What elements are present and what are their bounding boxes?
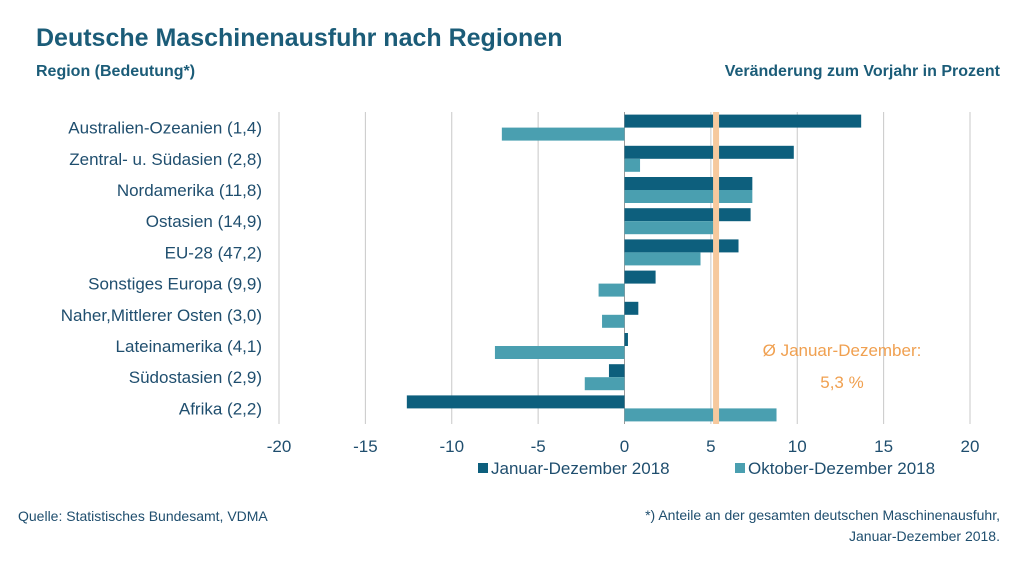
bar: [624, 408, 777, 422]
average-label-line-2: 5,3 %: [820, 373, 863, 392]
x-tick-label: 0: [620, 437, 629, 456]
category-labels: Australien-Ozeanien (1,4) Zentral- u. Süd…: [61, 119, 262, 419]
x-tick-label: -10: [439, 437, 464, 456]
x-tick-label: 15: [874, 437, 893, 456]
bar: [494, 346, 625, 359]
source-note: Quelle: Statistisches Bundesamt, VDMA: [18, 508, 268, 524]
bar: [624, 114, 862, 128]
bar: [624, 221, 718, 235]
x-tick-label: -20: [267, 437, 292, 456]
chart-title: Deutsche Maschinenausfuhr nach Regionen: [36, 24, 563, 52]
bar: [624, 333, 628, 346]
bar: [501, 127, 625, 141]
category-label: Lateinamerika (4,1): [116, 337, 262, 356]
x-tick-label: 10: [788, 437, 807, 456]
bar: [624, 252, 701, 266]
bar: [624, 190, 753, 203]
category-label: Australien-Ozeanien (1,4): [68, 119, 262, 138]
legend: Januar-Dezember 2018 Oktober-Dezember 201…: [478, 459, 935, 478]
x-tick-label: -5: [531, 437, 546, 456]
category-label: Südostasien (2,9): [129, 368, 262, 387]
bar: [624, 208, 751, 222]
x-tick-label: -15: [353, 437, 378, 456]
footnote: *) Anteile an der gesamten deutschen Mas…: [645, 505, 1000, 547]
average-marker: Ø Januar-Dezember: 5,3 %: [713, 112, 921, 424]
category-label: EU-28 (47,2): [165, 243, 262, 262]
bar: [608, 364, 625, 378]
bar: [584, 377, 625, 391]
category-label: Afrika (2,2): [179, 399, 262, 418]
footnote-line-2: Januar-Dezember 2018.: [849, 528, 1000, 544]
category-label: Zentral- u. Südasien (2,8): [69, 150, 262, 169]
legend-swatch: [478, 463, 488, 473]
x-tick-labels: -20 -15 -10 -5 0 5 10 15 20: [267, 437, 980, 456]
average-line: [713, 112, 720, 424]
y-axis-title: Region (Bedeutung*): [36, 63, 196, 80]
bar: [624, 177, 753, 190]
bar: [406, 395, 625, 409]
bar: [602, 314, 625, 328]
category-label: Naher,Mittlerer Osten (3,0): [61, 306, 262, 325]
x-axis-title: Veränderung zum Vorjahr in Prozent: [724, 63, 1000, 80]
category-label: Nordamerika (11,8): [117, 181, 262, 200]
bar: [624, 301, 639, 315]
category-label: Sonstiges Europa (9,9): [88, 275, 262, 294]
x-tick-label: 20: [961, 437, 980, 456]
category-label: Ostasien (14,9): [146, 212, 262, 231]
x-tick-label: 5: [706, 437, 715, 456]
legend-label: Oktober-Dezember 2018: [748, 459, 935, 478]
average-label-line-1: Ø Januar-Dezember:: [763, 341, 922, 360]
bar: [624, 158, 641, 172]
bar: [624, 270, 656, 284]
bars: [406, 114, 862, 422]
legend-label: Januar-Dezember 2018: [491, 459, 670, 478]
bar: [598, 283, 625, 297]
legend-swatch: [735, 463, 745, 473]
bar: [624, 145, 794, 159]
bar: [624, 239, 739, 253]
footnote-line-1: *) Anteile an der gesamten deutschen Mas…: [645, 507, 1000, 523]
